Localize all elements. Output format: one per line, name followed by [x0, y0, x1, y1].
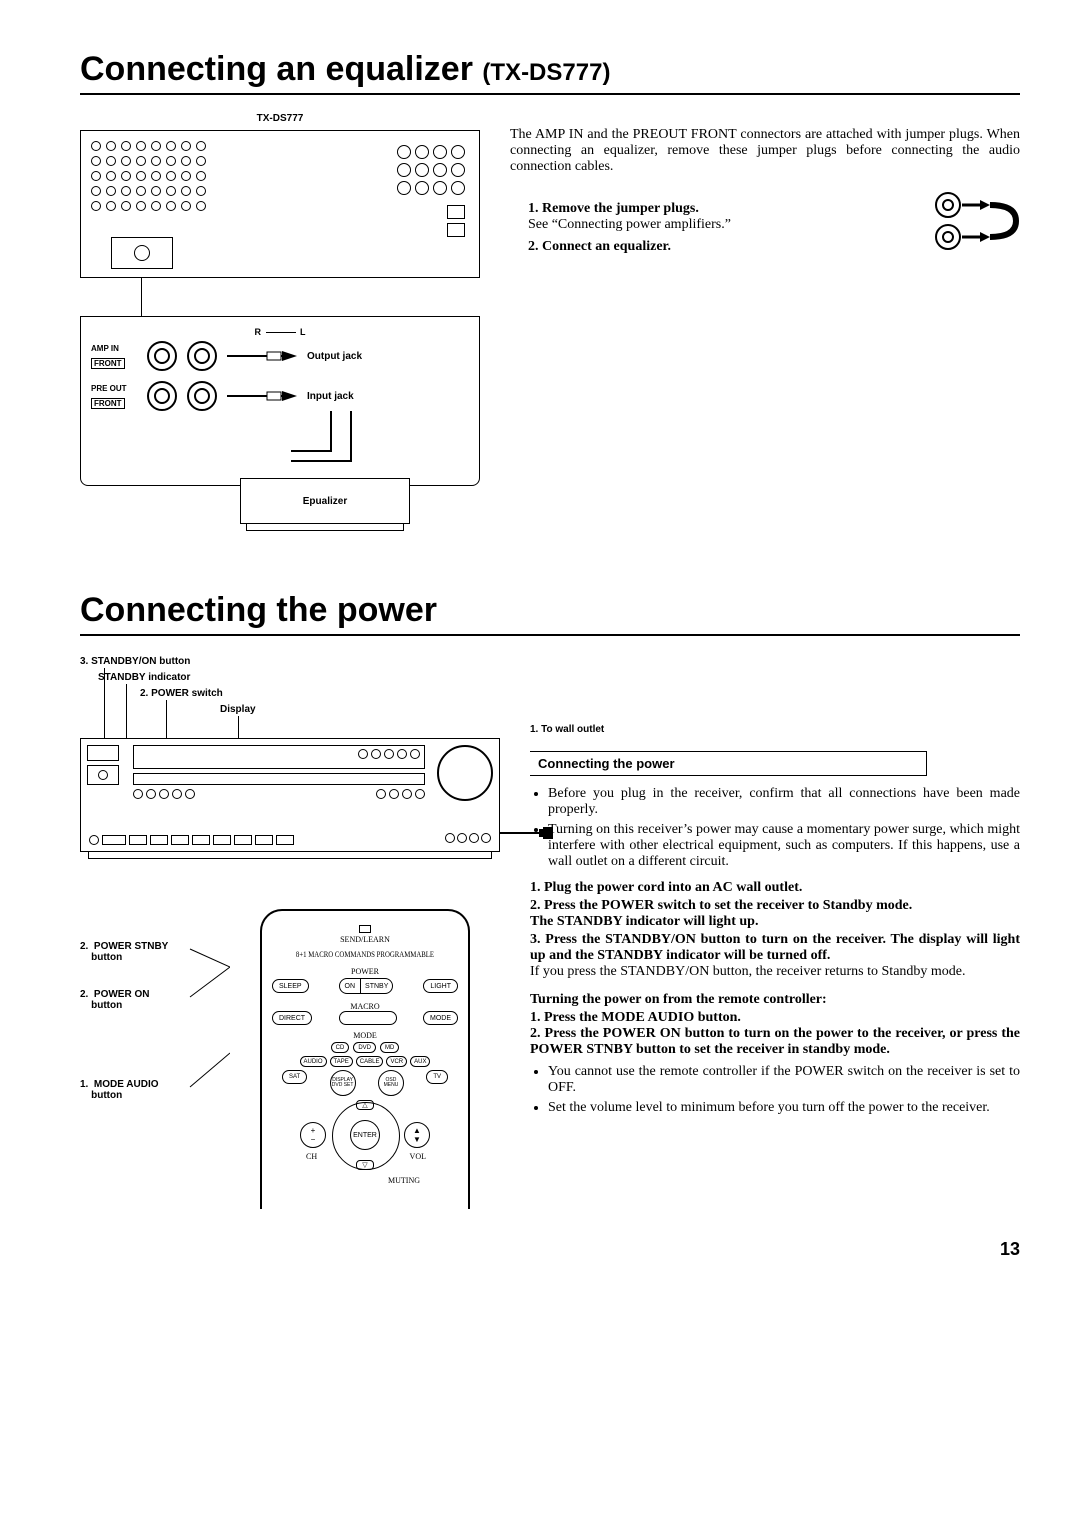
jack-detail: R L AMP IN FRONT Output jack — [80, 316, 480, 486]
section1-step-2: 2. Connect an equalizer. — [528, 239, 910, 255]
remote-bullets: You cannot use the remote controller if … — [530, 1064, 1020, 1116]
remote-nav-wheel: ENTER +− CH ▲▼ VOL △ ▽ MUTING — [300, 1102, 430, 1192]
model-label: TX-DS777 — [80, 113, 480, 124]
section2-title: Connecting the power — [80, 591, 1020, 630]
section1-title: Connecting an equalizer (TX-DS777) — [80, 50, 1020, 89]
rear-panel — [80, 130, 480, 278]
power-cord-icon — [499, 821, 559, 845]
remote-direct-button[interactable]: DIRECT — [272, 1011, 312, 1025]
jack-preout-l — [187, 381, 217, 411]
power-step-2: 2. Press the POWER switch to set the rec… — [530, 898, 1020, 930]
remote-step-2: 2. Press the POWER ON button to turn on … — [530, 1026, 1020, 1058]
jumper-plug-icon — [930, 189, 1020, 259]
equalizer-box: Epualizer — [240, 478, 410, 524]
remote-aux-button[interactable]: AUX — [410, 1056, 430, 1067]
jack-front-l — [187, 341, 217, 371]
front-label-1: FRONT — [91, 358, 125, 369]
section1-steps: 1. Remove the jumper plugs. See “Connect… — [510, 201, 910, 261]
remote-vcr-button[interactable]: VCR — [386, 1056, 407, 1067]
leader-standby-on: 3. STANDBY/ON button — [80, 654, 190, 670]
remote-enter-button[interactable]: ENTER — [350, 1120, 380, 1150]
remote-md-button[interactable]: MD — [380, 1042, 399, 1053]
cable-in-icon — [227, 386, 297, 406]
panel-leaders: 3. STANDBY/ON button STANDBY indicator 2… — [80, 654, 500, 738]
section1-step-1: 1. Remove the jumper plugs. See “Connect… — [528, 201, 910, 233]
remote-tape-button[interactable]: TAPE — [330, 1056, 353, 1067]
cable-to-equalizer-icon — [91, 411, 469, 471]
remote-mode-button[interactable]: MODE — [423, 1011, 458, 1025]
remote-controller: SEND/LEARN 8+1 MACRO COMMANDS PROGRAMMAB… — [260, 909, 470, 1209]
remote-dvd-button[interactable]: DVD — [353, 1042, 376, 1053]
remote-muting-label: MUTING — [388, 1176, 420, 1185]
power-step-3: 3. Press the STANDBY/ON button to turn o… — [530, 932, 1020, 980]
section1-rule — [80, 93, 1020, 95]
remote-bullet-1: You cannot use the remote controller if … — [548, 1064, 1020, 1096]
remote-on-button[interactable]: ON — [340, 979, 362, 993]
l-label: L — [300, 327, 306, 337]
remote-audio-button[interactable]: AUDIO — [300, 1056, 327, 1067]
pre-out-label: PRE OUT — [91, 384, 137, 393]
section2-subhead: Connecting the power — [530, 751, 927, 776]
remote-step-1: 1. Press the MODE AUDIO button. — [530, 1010, 1020, 1026]
page-number: 13 — [80, 1239, 1020, 1260]
title-main: Connecting an equalizer — [80, 50, 473, 88]
remote-ch-button[interactable]: +− — [300, 1122, 326, 1148]
leader-standby-ind: STANDBY indicator — [98, 670, 190, 686]
remote-light-button[interactable]: LIGHT — [423, 979, 458, 993]
intro-bullet-2: Turning on this receiver’s power may cau… — [548, 822, 1020, 870]
r-label: R — [254, 327, 261, 337]
cable-out-icon — [227, 346, 297, 366]
jack-front-r — [147, 341, 177, 371]
equalizer-label: Epualizer — [303, 496, 347, 507]
remote-tv-button[interactable]: TV — [426, 1070, 448, 1084]
remote-macro-banner: 8+1 MACRO COMMANDS PROGRAMMABLE — [286, 950, 444, 959]
intro-bullet-1: Before you plug in the receiver, confirm… — [548, 786, 1020, 818]
remote-vol-button[interactable]: ▲▼ — [404, 1122, 430, 1148]
remote-sat-button[interactable]: SAT — [282, 1070, 307, 1084]
power-step-1: 1. Plug the power cord into an AC wall o… — [530, 880, 1020, 896]
remote-power-label: POWER — [272, 967, 458, 976]
remote-send-learn: SEND/LEARN — [272, 935, 458, 944]
section1-intro: The AMP IN and the PREOUT FRONT connecto… — [510, 127, 1020, 175]
output-jack-label: Output jack — [307, 351, 362, 362]
title-sub: (TX-DS777) — [482, 59, 610, 86]
remote-cd-button[interactable]: CD — [331, 1042, 350, 1053]
remote-sleep-button[interactable]: SLEEP — [272, 979, 309, 993]
equalizer-diagram: TX-DS777 — [80, 113, 480, 531]
remote-macro-label: MACRO — [272, 1002, 458, 1011]
remote-display-button[interactable]: DISPLAY DVD SET — [330, 1070, 356, 1096]
remote-power-steps: 1. Press the MODE AUDIO button. 2. Press… — [530, 1010, 1020, 1058]
remote-leaders: 2. POWER STNBY button 2. POWER ON button… — [80, 889, 220, 1189]
jack-preout-r — [147, 381, 177, 411]
to-wall-outlet-label: 1. To wall outlet — [530, 724, 1020, 735]
volume-dial-icon — [437, 745, 493, 801]
input-jack-label: Input jack — [307, 391, 354, 402]
section2-rule — [80, 634, 1020, 636]
remote-stnby-button[interactable]: STNBY — [361, 979, 392, 993]
leader-power-switch: 2. POWER switch — [140, 686, 223, 702]
conn-block-right — [397, 145, 465, 237]
remote-bullet-2: Set the volume level to minimum before y… — [548, 1100, 1020, 1116]
intro-bullets: Before you plug in the receiver, confirm… — [530, 786, 1020, 870]
remote-power-title: Turning the power on from the remote con… — [530, 992, 1020, 1008]
conn-block-left — [91, 141, 208, 213]
amp-in-label: AMP IN — [91, 344, 137, 353]
remote-osd-button[interactable]: OSD MENU — [378, 1070, 404, 1096]
power-steps: 1. Plug the power cord into an AC wall o… — [530, 880, 1020, 980]
front-panel — [80, 738, 500, 852]
front-label-2: FRONT — [91, 398, 125, 409]
remote-cable-button[interactable]: CABLE — [356, 1056, 384, 1067]
